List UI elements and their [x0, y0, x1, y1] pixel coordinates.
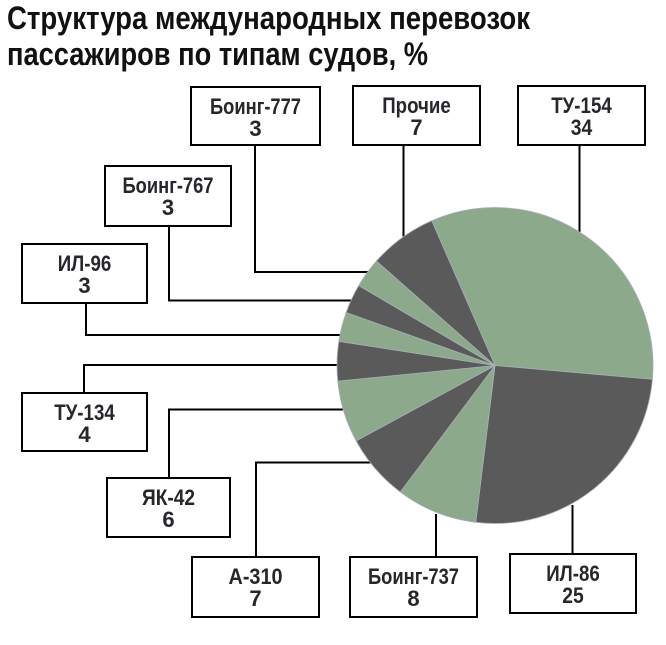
svg-text:ТУ-134: ТУ-134 — [54, 400, 115, 425]
svg-text:3: 3 — [78, 273, 90, 298]
svg-text:3: 3 — [249, 116, 261, 141]
svg-text:6: 6 — [162, 507, 174, 532]
svg-text:4: 4 — [78, 422, 91, 447]
svg-text:Прочие: Прочие — [382, 93, 451, 118]
svg-text:ТУ-154: ТУ-154 — [551, 93, 612, 118]
svg-text:25: 25 — [562, 583, 584, 608]
svg-text:Боинг-777: Боинг-777 — [210, 94, 301, 119]
svg-text:8: 8 — [407, 586, 419, 611]
svg-text:А-310: А-310 — [229, 564, 283, 589]
svg-text:Боинг-737: Боинг-737 — [368, 564, 459, 589]
svg-text:пассажиров по типам судов, %: пассажиров по типам судов, % — [7, 36, 428, 72]
svg-text:7: 7 — [249, 586, 261, 611]
svg-text:ИЛ-96: ИЛ-96 — [58, 251, 112, 276]
svg-text:34: 34 — [571, 115, 593, 140]
svg-text:Боинг-767: Боинг-767 — [123, 173, 214, 198]
svg-text:ИЛ-86: ИЛ-86 — [546, 561, 600, 586]
svg-text:Структура международных перево: Структура международных перевозок — [7, 0, 531, 36]
svg-text:7: 7 — [410, 115, 422, 140]
svg-text:3: 3 — [162, 195, 174, 220]
svg-text:ЯК-42: ЯК-42 — [142, 485, 195, 510]
